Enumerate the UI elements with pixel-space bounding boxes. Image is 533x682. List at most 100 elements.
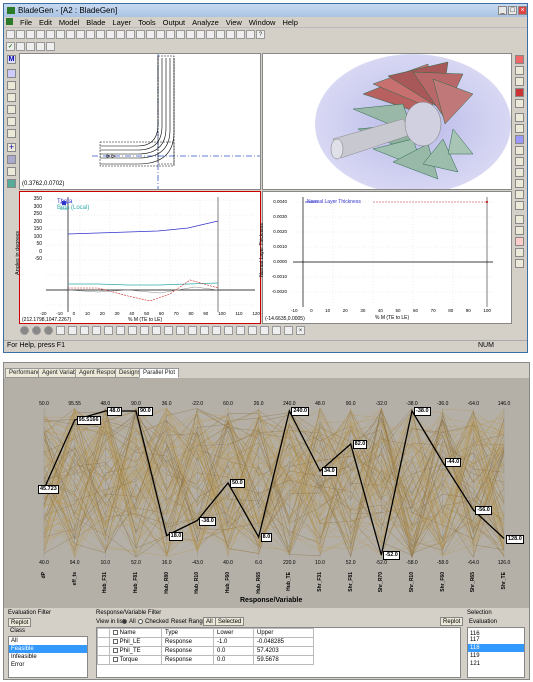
curve4-icon[interactable] <box>128 326 137 335</box>
reset-all-button[interactable]: All <box>203 617 216 626</box>
arrow-h-icon[interactable] <box>196 30 205 39</box>
color-icon[interactable] <box>515 88 524 97</box>
tool-r4-icon[interactable] <box>515 215 524 224</box>
parallel-plot-area[interactable]: 50.0 95.55 48.0 90.0 36.0 -22.0 60.0 26.0 240.0 4… <box>4 378 529 608</box>
view1-icon[interactable] <box>116 30 125 39</box>
circle2-icon[interactable] <box>32 326 41 335</box>
render-icon[interactable] <box>515 55 524 64</box>
undo-icon[interactable] <box>76 30 85 39</box>
tool-r1-icon[interactable] <box>515 179 524 188</box>
circle1-icon[interactable] <box>20 326 29 335</box>
row-checkbox[interactable] <box>113 656 118 662</box>
target3-icon[interactable] <box>80 326 89 335</box>
curve17-icon[interactable] <box>284 326 293 335</box>
edit2-icon[interactable] <box>7 93 16 102</box>
curve1-icon[interactable] <box>92 326 101 335</box>
radio-checked[interactable] <box>138 619 143 624</box>
tool4-icon[interactable] <box>246 30 255 39</box>
tool-r2-icon[interactable] <box>515 190 524 199</box>
curve9-icon[interactable] <box>188 326 197 335</box>
eval-116[interactable]: 116 <box>470 631 480 637</box>
menu-output[interactable]: Output <box>162 18 186 27</box>
circle3-icon[interactable] <box>44 326 53 335</box>
meridional-icon[interactable]: M <box>7 55 16 64</box>
curve3-icon[interactable] <box>116 326 125 335</box>
axis-icon[interactable] <box>515 124 524 133</box>
tool3-icon[interactable] <box>236 30 245 39</box>
class-error[interactable]: Error <box>11 662 25 668</box>
help-icon[interactable]: ? <box>256 30 265 39</box>
print-icon[interactable] <box>36 30 45 39</box>
select-icon[interactable] <box>106 30 115 39</box>
selection-list[interactable]: 116 117 118 119 121 <box>467 627 525 678</box>
paste-icon[interactable] <box>66 30 75 39</box>
layer-icon[interactable] <box>26 42 35 51</box>
tool-r3-icon[interactable] <box>515 201 524 210</box>
reset-selected-button[interactable]: Selected <box>215 617 245 626</box>
curve2-icon[interactable] <box>104 326 113 335</box>
row-checkbox[interactable] <box>113 647 118 653</box>
row-checkbox[interactable] <box>113 638 118 644</box>
tree-icon[interactable] <box>46 42 55 51</box>
curve5-icon[interactable] <box>140 326 149 335</box>
arrow-v-icon[interactable] <box>206 30 215 39</box>
meridional-view[interactable]: ⊳⊳ (0.3762,0.0702) <box>19 53 261 190</box>
grid-icon[interactable] <box>146 30 155 39</box>
eval-121[interactable]: 121 <box>470 661 481 667</box>
tool2-icon[interactable] <box>226 30 235 39</box>
table-row[interactable]: Phil_LE Response -1.0 -0.048285 <box>97 637 314 647</box>
maximize-button[interactable]: □ <box>508 6 517 15</box>
tool-r6-icon[interactable] <box>515 237 524 246</box>
shroud-icon[interactable] <box>515 168 524 177</box>
theta-chart-pane[interactable]: Theta Beta (Local) 350 300 250 200 150 100 50 0… <box>15 191 261 324</box>
target1-icon[interactable] <box>56 326 65 335</box>
save-icon[interactable] <box>26 30 35 39</box>
zoom-in-icon[interactable] <box>166 30 175 39</box>
line-tool-icon[interactable] <box>515 248 524 257</box>
copy-icon[interactable] <box>56 30 65 39</box>
curve15-icon[interactable] <box>260 326 269 335</box>
curve8-icon[interactable] <box>176 326 185 335</box>
curve11-icon[interactable] <box>212 326 221 335</box>
blade-icon[interactable] <box>16 42 25 51</box>
check-icon[interactable]: ✓ <box>6 42 15 51</box>
pan-icon[interactable] <box>96 30 105 39</box>
menu-model[interactable]: Model <box>58 18 80 27</box>
view2-icon[interactable] <box>126 30 135 39</box>
view3d-icon[interactable] <box>515 66 524 75</box>
tab-parallel-plot[interactable]: Parallel Plot <box>139 368 180 378</box>
table-row[interactable]: Phil_TE Response 0.0 57.4203 <box>97 646 314 656</box>
surface-icon[interactable] <box>7 179 16 188</box>
menu-file[interactable]: File <box>19 18 33 27</box>
class-all[interactable]: All <box>11 638 18 644</box>
target2-icon[interactable] <box>68 326 77 335</box>
curve16-icon[interactable] <box>272 326 281 335</box>
redo-icon[interactable] <box>86 30 95 39</box>
curve13-icon[interactable] <box>236 326 245 335</box>
zoom-out-icon[interactable] <box>176 30 185 39</box>
edit4-icon[interactable] <box>7 117 16 126</box>
header-checkbox[interactable] <box>113 629 118 635</box>
cut-icon[interactable] <box>46 30 55 39</box>
3d-view[interactable] <box>262 53 512 194</box>
eval-119[interactable]: 119 <box>470 653 480 659</box>
menu-window[interactable]: Window <box>248 18 276 27</box>
menu-help[interactable]: Help <box>282 18 298 27</box>
curve14-icon[interactable] <box>248 326 257 335</box>
menu-view[interactable]: View <box>225 18 242 27</box>
rotate-icon[interactable] <box>515 135 524 144</box>
shade-icon[interactable] <box>515 99 524 108</box>
menu-blade[interactable]: Blade <box>86 18 106 27</box>
tool-r5-icon[interactable] <box>515 226 524 235</box>
curve6-icon[interactable] <box>152 326 161 335</box>
menu-edit[interactable]: Edit <box>39 18 52 27</box>
minimize-button[interactable]: _ <box>498 6 507 15</box>
eval-class-list[interactable]: All Feasible Infeasible Error <box>8 636 88 678</box>
rv-replot-button[interactable]: Replot <box>440 617 464 626</box>
edit3-icon[interactable] <box>7 105 16 114</box>
props-icon[interactable] <box>36 42 45 51</box>
zoom-window-icon[interactable] <box>156 30 165 39</box>
edit6-icon[interactable] <box>7 167 16 176</box>
table-row[interactable]: Torque Response 0.0 59.5678 <box>97 655 314 665</box>
tool1-icon[interactable] <box>216 30 225 39</box>
